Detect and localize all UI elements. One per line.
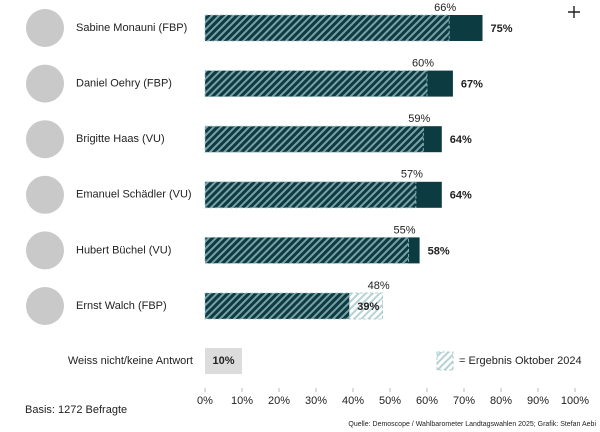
value-label-previous: 55% <box>393 224 415 236</box>
avatar <box>26 120 64 159</box>
candidate-name: Sabine Monauni (FBP) <box>76 22 187 34</box>
extra-label: Weiss nicht/keine Antwort <box>68 355 193 367</box>
x-tick-label: 20% <box>268 395 290 407</box>
legend-label: = Ergebnis Oktober 2024 <box>459 355 582 367</box>
bar-previous <box>204 181 417 209</box>
avatar <box>26 287 64 325</box>
value-label-previous: 48% <box>368 280 390 292</box>
x-tick-label: 60% <box>416 395 438 407</box>
x-tick-label: 100% <box>561 395 589 407</box>
candidate-name: Ernst Walch (FBP) <box>76 300 167 312</box>
basis-note: Basis: 1272 Befragte <box>25 404 127 416</box>
extra-value-label: 10% <box>212 355 234 367</box>
avatar <box>26 231 64 270</box>
x-tick-label: 0% <box>197 395 213 407</box>
value-label-previous: 57% <box>401 169 423 181</box>
x-tick-label: 70% <box>453 395 475 407</box>
bar-previous <box>204 125 424 153</box>
bar-previous <box>204 236 409 264</box>
source: Quelle: Demoscope / Wahlbarometer Landta… <box>348 421 596 428</box>
value-label-previous: 66% <box>434 2 456 14</box>
legend-swatch <box>436 351 454 371</box>
candidate-name: Hubert Büchel (VU) <box>76 244 171 256</box>
bar-previous <box>204 14 450 42</box>
value-label-previous: 59% <box>408 113 430 125</box>
value-label-previous: 60% <box>412 58 434 70</box>
x-tick-label: 10% <box>231 395 253 407</box>
x-tick-label: 50% <box>379 395 401 407</box>
add-icon[interactable] <box>568 6 580 18</box>
value-label-current: 58% <box>428 245 450 257</box>
value-label-current: 39% <box>357 301 379 313</box>
avatar <box>26 64 64 103</box>
bar-extra <box>205 348 242 374</box>
bar-previous <box>204 70 428 97</box>
x-tick-label: 30% <box>305 395 327 407</box>
candidate-name: Daniel Oehry (FBP) <box>76 78 172 90</box>
value-label-current: 75% <box>491 23 513 35</box>
value-label-current: 64% <box>450 190 472 202</box>
value-label-current: 67% <box>461 79 483 91</box>
bar-previous <box>204 292 384 320</box>
x-tick-label: 90% <box>527 395 549 407</box>
candidate-name: Brigitte Haas (VU) <box>76 133 165 145</box>
candidate-name: Emanuel Schädler (VU) <box>76 189 192 201</box>
x-tick-label: 40% <box>342 395 364 407</box>
x-tick-label: 80% <box>490 395 512 407</box>
value-label-current: 64% <box>450 134 472 146</box>
avatar <box>26 175 64 214</box>
avatar <box>26 9 64 47</box>
